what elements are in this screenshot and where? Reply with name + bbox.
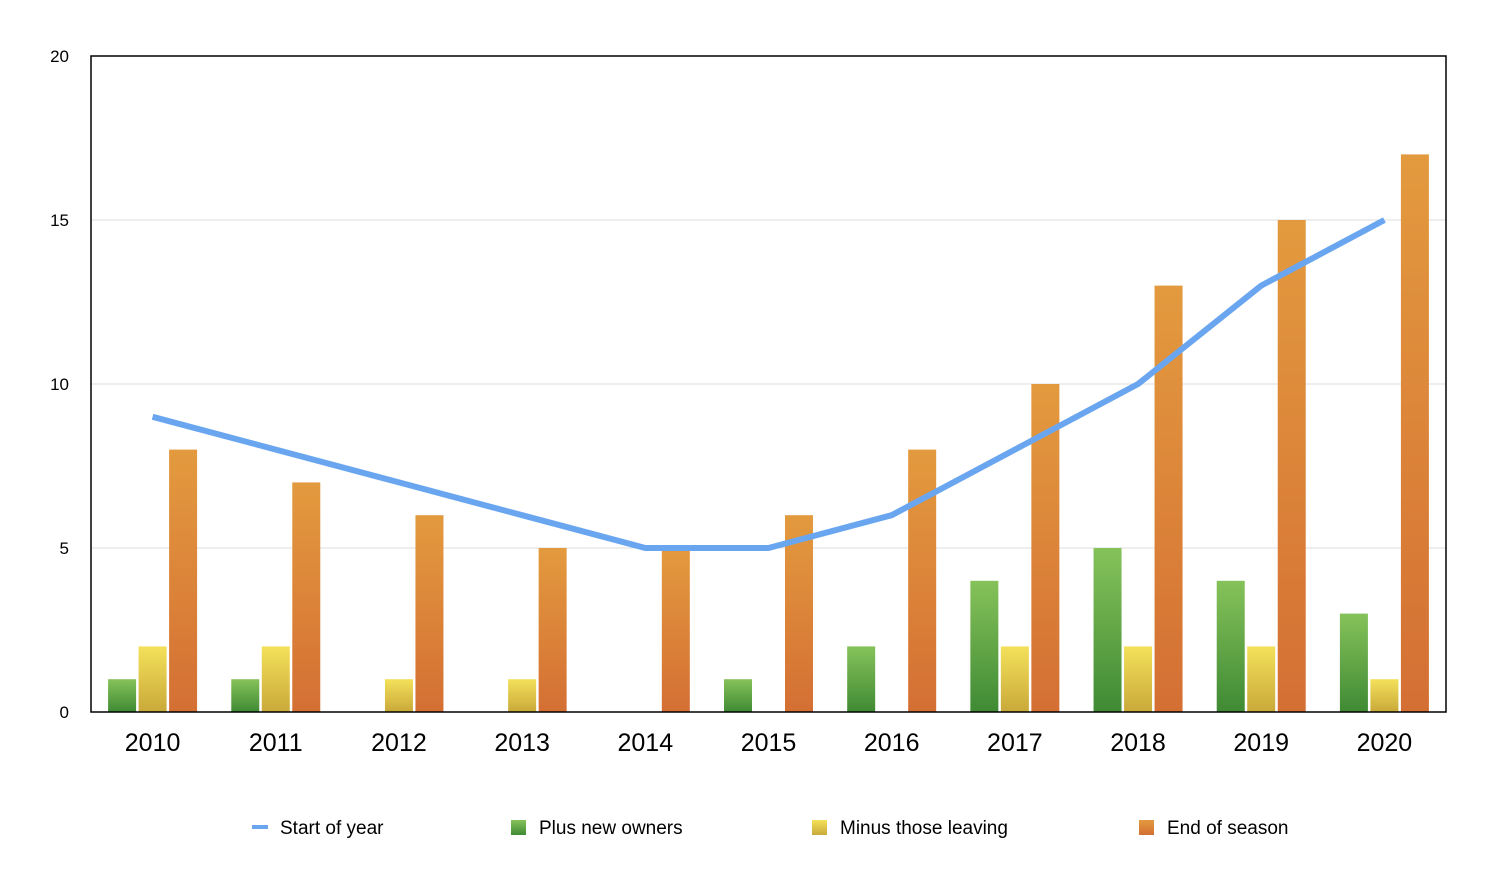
bar-minus-those-leaving xyxy=(508,679,537,712)
x-tick-label: 2018 xyxy=(1110,729,1166,757)
bar-end-of-season xyxy=(908,449,937,712)
line-start-of-year xyxy=(151,217,1386,551)
y-tick-label: 20 xyxy=(50,47,69,66)
bars xyxy=(108,154,1429,712)
bar-minus-those-leaving xyxy=(384,679,413,712)
plot-frame xyxy=(90,55,1447,713)
axes: 0 5 10 15 20 2010 2011 2012 2013 2014 2015 2016 2017… xyxy=(50,47,1447,757)
x-tick-label: 2010 xyxy=(125,729,181,757)
x-tick-label: 2016 xyxy=(864,729,920,757)
bar-end-of-season xyxy=(538,548,567,712)
bar-plus-new-owners xyxy=(724,679,752,712)
legend-minus-those-leaving: Minus those leaving xyxy=(840,818,1008,839)
x-tick-label: 2019 xyxy=(1233,729,1289,757)
legend-start-of-year: Start of year xyxy=(280,818,384,839)
bar-plus-new-owners xyxy=(231,679,260,712)
bar-minus-those-leaving xyxy=(261,646,290,712)
bar-end-of-season xyxy=(292,482,321,712)
bar-minus-those-leaving xyxy=(1247,646,1276,712)
bar-end-of-season xyxy=(169,449,198,712)
bar-plus-new-owners xyxy=(1216,580,1245,712)
bar-minus-those-leaving xyxy=(1370,679,1399,712)
bar-plus-new-owners xyxy=(1339,613,1368,712)
bar-minus-those-leaving xyxy=(1124,646,1153,712)
bar-plus-new-owners xyxy=(108,679,137,712)
x-tick-label: 2011 xyxy=(249,729,303,757)
legend-end-of-season: End of season xyxy=(1167,818,1288,839)
bar-plus-new-owners xyxy=(847,646,876,712)
bar-plus-new-owners xyxy=(1093,548,1122,712)
x-tick-label: 2014 xyxy=(618,729,674,757)
legend-swatch xyxy=(511,820,526,835)
bar-minus-those-leaving xyxy=(138,646,167,712)
x-tick-label: 2020 xyxy=(1357,729,1413,757)
bar-end-of-season xyxy=(785,515,813,712)
y-tick-label: 15 xyxy=(50,211,69,230)
bar-end-of-season xyxy=(1400,154,1429,712)
x-tick-label: 2017 xyxy=(987,729,1043,757)
bar-end-of-season xyxy=(415,515,444,712)
y-tick-label: 5 xyxy=(60,539,69,558)
x-tick-label: 2012 xyxy=(371,729,427,757)
legend: Start of year Plus new owners Minus those … xyxy=(252,818,1288,839)
legend-swatch xyxy=(1139,820,1154,835)
bar-plus-new-owners xyxy=(970,580,999,712)
y-tick-label: 10 xyxy=(50,375,69,394)
x-tick-label: 2015 xyxy=(741,729,797,757)
x-tick-label: 2013 xyxy=(494,729,550,757)
bar-end-of-season xyxy=(1277,220,1306,712)
bar-end-of-season xyxy=(661,548,690,712)
y-tick-label: 0 xyxy=(60,703,69,722)
legend-plus-new-owners: Plus new owners xyxy=(539,818,683,839)
start-of-year-line xyxy=(151,217,1386,551)
legend-swatch xyxy=(812,820,827,835)
bar-minus-those-leaving xyxy=(1000,646,1029,712)
